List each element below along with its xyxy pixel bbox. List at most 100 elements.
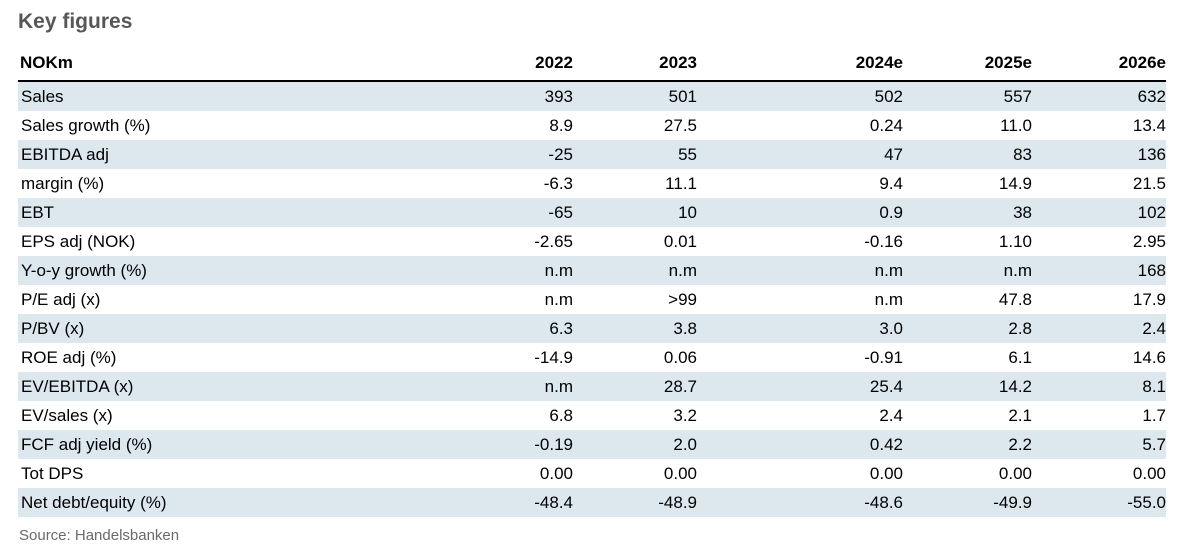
cell: 25.4 (869, 377, 903, 396)
table-row: Y-o-y growth (%) n.m n.m n.m n.m 168 (18, 256, 1166, 285)
row-label: ROE adj (%) (21, 348, 117, 367)
cell: -49.9 (993, 493, 1032, 512)
column-header-nokm: NOKm (18, 53, 430, 82)
cell: 8.9 (549, 116, 573, 135)
page-title: Key figures (18, 10, 133, 33)
table-row: P/BV (x) 6.3 3.8 3.0 2.8 2.4 (18, 314, 1166, 343)
cell: n.m (668, 261, 697, 280)
cell: 0.00 (998, 464, 1032, 483)
cell: 2.2 (1008, 435, 1032, 454)
cell: -0.91 (864, 348, 903, 367)
table-row: EV/sales (x) 6.8 3.2 2.4 2.1 1.7 (18, 401, 1166, 430)
row-label: EPS adj (NOK) (21, 232, 136, 251)
table-row: Sales growth (%) 8.9 27.5 0.24 11.0 13.4 (18, 111, 1166, 140)
cell: 6.8 (549, 406, 573, 425)
cell: 55 (678, 145, 697, 164)
row-label: P/E adj (x) (21, 290, 101, 309)
cell: 11.1 (665, 174, 697, 193)
column-header-2024e: 2024e (697, 53, 903, 82)
cell: 38 (1013, 203, 1032, 222)
row-label: EBITDA adj (21, 145, 109, 164)
table-row: Net debt/equity (%) -48.4 -48.9 -48.6 -4… (18, 488, 1166, 517)
cell: -14.9 (534, 348, 573, 367)
cell: >99 (668, 290, 697, 309)
row-label: Tot DPS (21, 464, 84, 483)
cell: 47.8 (998, 290, 1032, 309)
cell: -65 (548, 203, 573, 222)
cell: 3.8 (673, 319, 697, 338)
cell: 21.5 (1132, 174, 1166, 193)
cell: 502 (874, 87, 903, 106)
cell: -6.3 (543, 174, 573, 193)
row-label: P/BV (x) (21, 319, 85, 338)
column-header-2025e: 2025e (903, 53, 1032, 82)
cell: 102 (1137, 203, 1166, 222)
cell: n.m (544, 377, 573, 396)
cell: n.m (874, 290, 903, 309)
column-header-2022: 2022 (430, 53, 573, 82)
table-row: EBITDA adj -25 55 47 83 136 (18, 140, 1166, 169)
cell: 168 (1137, 261, 1166, 280)
cell: 13.4 (1132, 116, 1166, 135)
cell: n.m (1003, 261, 1032, 280)
cell: 2.1 (1008, 406, 1032, 425)
cell: 0.00 (663, 464, 697, 483)
cell: 8.1 (1142, 377, 1166, 396)
table-row: EPS adj (NOK) -2.65 0.01 -0.16 1.10 2.95 (18, 227, 1166, 256)
cell: 14.6 (1132, 348, 1166, 367)
cell: 47 (884, 145, 903, 164)
row-label: Sales growth (%) (21, 116, 151, 135)
row-label: EV/EBITDA (x) (21, 377, 134, 396)
cell: 11.0 (1000, 116, 1032, 135)
cell: n.m (544, 261, 573, 280)
table-row: FCF adj yield (%) -0.19 2.0 0.42 2.2 5.7 (18, 430, 1166, 459)
source-note: Source: Handelsbanken (19, 527, 180, 544)
row-label: Sales (21, 87, 64, 106)
row-label: EV/sales (x) (21, 406, 113, 425)
row-label: EBT (21, 203, 55, 222)
cell: 9.4 (879, 174, 903, 193)
cell: -48.9 (658, 493, 697, 512)
cell: -55.0 (1127, 493, 1166, 512)
cell: 0.24 (869, 116, 903, 135)
table-header-row: NOKm 2022 2023 2024e 2025e 2026e (18, 53, 1166, 82)
cell: 632 (1137, 87, 1166, 106)
table-row: EBT -65 10 0.9 38 102 (18, 198, 1166, 227)
cell: n.m (874, 261, 903, 280)
cell: 501 (668, 87, 697, 106)
cell: 28.7 (663, 377, 697, 396)
table-row: Sales 393 501 502 557 632 (18, 81, 1166, 111)
row-label: Net debt/equity (%) (21, 493, 167, 512)
cell: 83 (1013, 145, 1032, 164)
cell: 3.0 (879, 319, 903, 338)
cell: 0.00 (869, 464, 903, 483)
cell: 14.2 (998, 377, 1032, 396)
table-row: margin (%) -6.3 11.1 9.4 14.9 21.5 (18, 169, 1166, 198)
column-header-2023: 2023 (573, 53, 697, 82)
cell: 0.9 (879, 203, 903, 222)
cell: 14.9 (998, 174, 1032, 193)
table-row: ROE adj (%) -14.9 0.06 -0.91 6.1 14.6 (18, 343, 1166, 372)
column-header-2026e: 2026e (1032, 53, 1166, 82)
cell: 1.7 (1142, 406, 1166, 425)
table-row: P/E adj (x) n.m >99 n.m 47.8 17.9 (18, 285, 1166, 314)
cell: -0.19 (534, 435, 573, 454)
row-label: Y-o-y growth (%) (21, 261, 147, 280)
cell: 557 (1003, 87, 1032, 106)
cell: -48.4 (534, 493, 573, 512)
cell: 17.9 (1132, 290, 1166, 309)
cell: n.m (544, 290, 573, 309)
cell: 2.4 (1142, 319, 1166, 338)
cell: 10 (678, 203, 697, 222)
cell: 136 (1137, 145, 1166, 164)
cell: 0.06 (663, 348, 697, 367)
cell: 2.4 (879, 406, 903, 425)
cell: 0.00 (539, 464, 573, 483)
cell: 3.2 (673, 406, 697, 425)
cell: 2.95 (1132, 232, 1166, 251)
cell: -2.65 (534, 232, 573, 251)
cell: 0.00 (1132, 464, 1166, 483)
cell: 27.5 (663, 116, 697, 135)
cell: 2.8 (1008, 319, 1032, 338)
